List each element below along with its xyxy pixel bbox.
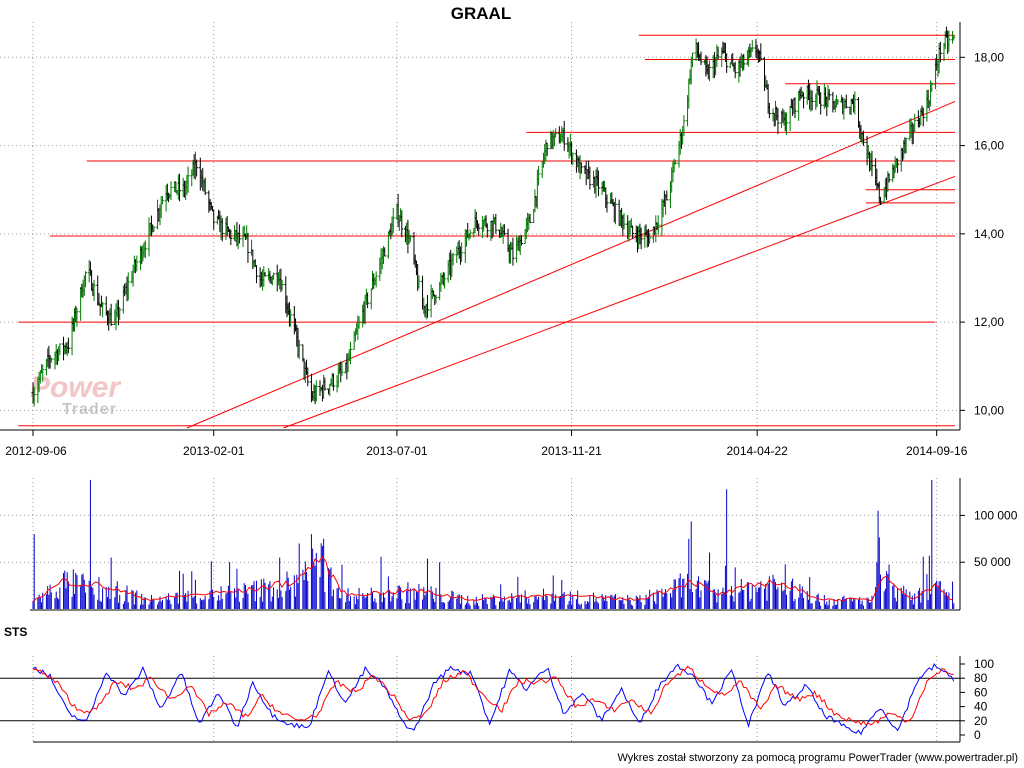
date-tick-label: 2014-04-22 <box>726 444 788 458</box>
price-tick-label: 14,00 <box>974 227 1004 241</box>
date-axis-labels: 2012-09-06 2013-02-01 2013-07-01 2013-11-21… <box>5 430 968 458</box>
date-tick-label: 2012-09-06 <box>5 444 67 458</box>
sts-d-line <box>32 665 954 726</box>
volume-panel: 50 000 100 000 <box>0 478 1018 611</box>
sts-grid <box>0 677 960 722</box>
volume-ma-line <box>32 556 953 603</box>
logo-word-power: Power <box>30 371 122 404</box>
volume-tick-label: 100 000 <box>974 508 1018 522</box>
price-tick-label: 18,00 <box>974 50 1004 64</box>
footer-credit: Wykres został stworzony za pomocą progra… <box>617 752 1018 764</box>
date-tick-label: 2013-11-21 <box>541 444 602 458</box>
date-tick-label: 2014-09-16 <box>906 444 968 458</box>
sts-tick-label: 20 <box>974 714 988 728</box>
sts-tick-label: 0 <box>974 728 981 742</box>
sts-tick-label: 60 <box>974 685 988 699</box>
trend-line <box>283 175 956 429</box>
chart-title: GRAAL <box>451 4 511 23</box>
powertrader-logo: Power Trader <box>30 371 122 418</box>
sts-tick-label: 100 <box>974 657 994 671</box>
volume-bars <box>32 479 955 609</box>
volume-moving-average <box>32 556 953 603</box>
price-grid <box>0 22 960 742</box>
logo-word-trader: Trader <box>62 401 117 418</box>
price-panel: GRAAL 10,00 12,00 14,00 16,00 18,00 2012-09-… <box>0 4 1004 742</box>
price-tick-label: 12,00 <box>974 315 1004 329</box>
sts-lines <box>32 662 955 736</box>
support-resistance-lines <box>18 34 956 429</box>
date-tick-label: 2013-07-01 <box>366 444 428 458</box>
sts-tick-label: 40 <box>974 700 988 714</box>
date-tick-label: 2013-02-01 <box>183 444 245 458</box>
price-axis-labels: 10,00 12,00 14,00 16,00 18,00 <box>960 50 1004 417</box>
sts-label: STS <box>4 625 27 639</box>
trend-line <box>186 100 956 429</box>
price-tick-label: 10,00 <box>974 403 1004 417</box>
price-bars <box>31 26 956 407</box>
volume-tick-label: 50 000 <box>974 555 1011 569</box>
price-tick-label: 16,00 <box>974 139 1004 153</box>
volume-axis-labels: 50 000 100 000 <box>960 508 1018 569</box>
sts-tick-label: 80 <box>974 671 988 685</box>
sts-k-line <box>32 662 955 736</box>
volume-grid <box>0 514 960 563</box>
